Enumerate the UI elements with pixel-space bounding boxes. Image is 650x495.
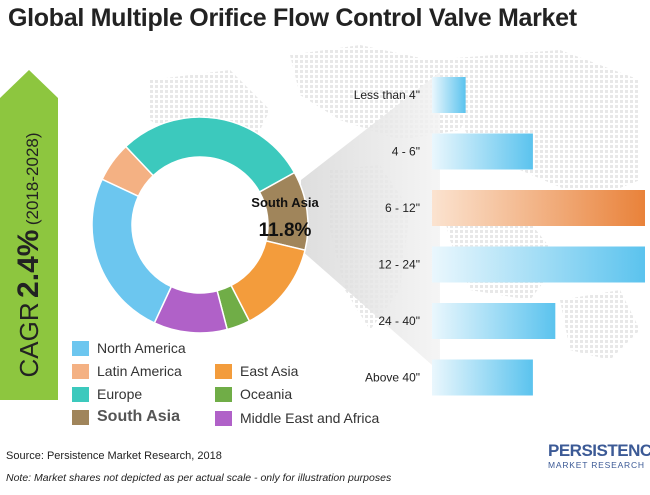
legend-label: South Asia (97, 408, 180, 425)
bar-12-24 (432, 246, 645, 283)
bar-4-6 (432, 133, 533, 170)
legend-label: Middle East and Africa (240, 410, 380, 426)
legend-label: North America (97, 340, 186, 356)
cagr-label: CAGR (14, 302, 44, 378)
legend-item-europe: Europe (72, 386, 142, 402)
bar-label-less-than-4: Less than 4" (354, 88, 420, 102)
logo-sub-text: MARKET RESEARCH (548, 460, 645, 470)
cagr-value: 2.4% (12, 229, 45, 298)
source-note: Source: Persistence Market Research, 201… (6, 450, 222, 462)
persistence-logo: PERSISTENCE MARKET RESEARCH (548, 441, 650, 490)
logo-main-text: PERSISTENCE (548, 441, 650, 460)
bar-label-above-40: Above 40" (365, 371, 420, 385)
legend-item-middle-east-africa: Middle East and Africa (215, 410, 379, 426)
legend-item-latin-america: Latin America (72, 363, 182, 379)
chart-title: Global Multiple Orifice Flow Control Val… (8, 4, 577, 32)
bar-label-24-40: 24 - 40" (378, 314, 420, 328)
bar-chart: Less than 4" 4 - 6" 6 - 12" 12 - 24" 24 - 40… (354, 77, 645, 396)
bar-less-than-4 (432, 77, 466, 113)
cagr-arrow (0, 70, 58, 400)
legend-item-oceania: Oceania (215, 386, 292, 402)
bar-24-40 (432, 303, 556, 339)
highlight-value: 11.8% (259, 220, 312, 241)
bar-label-4-6: 4 - 6" (392, 145, 420, 159)
legend-swatch (72, 409, 89, 425)
bar-label-12-24: 12 - 24" (378, 258, 420, 272)
legend-item-north-america: North America (72, 340, 186, 356)
cagr-text: CAGR 2.4% (2018-2028) (12, 132, 46, 377)
legend-item-east-asia: East Asia (215, 363, 298, 379)
legend-swatch (72, 363, 89, 379)
legend-label: Latin America (97, 363, 182, 379)
legend-swatch (72, 340, 89, 356)
legend-swatch (215, 410, 232, 426)
cagr-period: (2018-2028) (23, 132, 42, 226)
legend-swatch (72, 386, 89, 402)
highlight-label: South Asia (251, 195, 319, 210)
donut-slice-europe (124, 116, 296, 194)
donut-slice-north-america (91, 178, 173, 324)
bar-above-40 (432, 359, 533, 396)
legend: North America Latin America Europe South… (72, 340, 432, 436)
legend-swatch (215, 386, 232, 402)
legend-swatch (215, 363, 232, 379)
highlight-connector-fan (301, 72, 440, 372)
bar-6-12 (432, 190, 645, 226)
legend-label: Europe (97, 386, 143, 402)
donut-chart: South Asia 11.8% (91, 116, 319, 334)
bar-label-6-12: 6 - 12" (385, 201, 420, 215)
legend-label: Oceania (240, 386, 293, 402)
disclaimer-note: Note: Market shares not depicted as per … (6, 472, 392, 484)
legend-label: East Asia (240, 363, 299, 379)
legend-item-south-asia: South Asia (72, 408, 180, 426)
